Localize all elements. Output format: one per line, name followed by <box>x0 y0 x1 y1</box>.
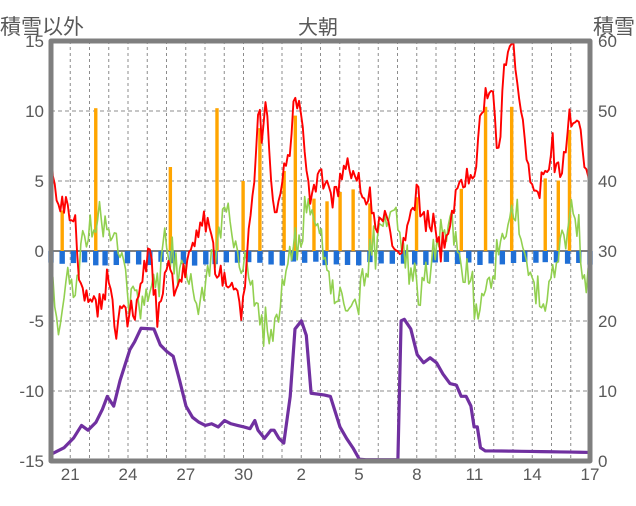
svg-text:21: 21 <box>61 465 80 484</box>
svg-text:30: 30 <box>598 242 617 261</box>
svg-text:10: 10 <box>25 102 44 121</box>
svg-text:5: 5 <box>354 465 363 484</box>
svg-text:50: 50 <box>598 102 617 121</box>
svg-text:-5: -5 <box>29 312 44 331</box>
svg-text:8: 8 <box>412 465 421 484</box>
svg-text:40: 40 <box>598 172 617 191</box>
svg-text:20: 20 <box>598 312 617 331</box>
svg-text:24: 24 <box>119 465 138 484</box>
svg-text:14: 14 <box>523 465 542 484</box>
svg-text:27: 27 <box>176 465 195 484</box>
svg-text:10: 10 <box>598 382 617 401</box>
svg-text:30: 30 <box>234 465 253 484</box>
svg-text:0: 0 <box>35 242 44 261</box>
svg-text:-10: -10 <box>19 382 44 401</box>
svg-text:-15: -15 <box>19 452 44 471</box>
svg-text:11: 11 <box>466 465 484 484</box>
svg-text:5: 5 <box>35 172 44 191</box>
svg-text:2: 2 <box>296 465 305 484</box>
svg-text:17: 17 <box>581 465 600 484</box>
